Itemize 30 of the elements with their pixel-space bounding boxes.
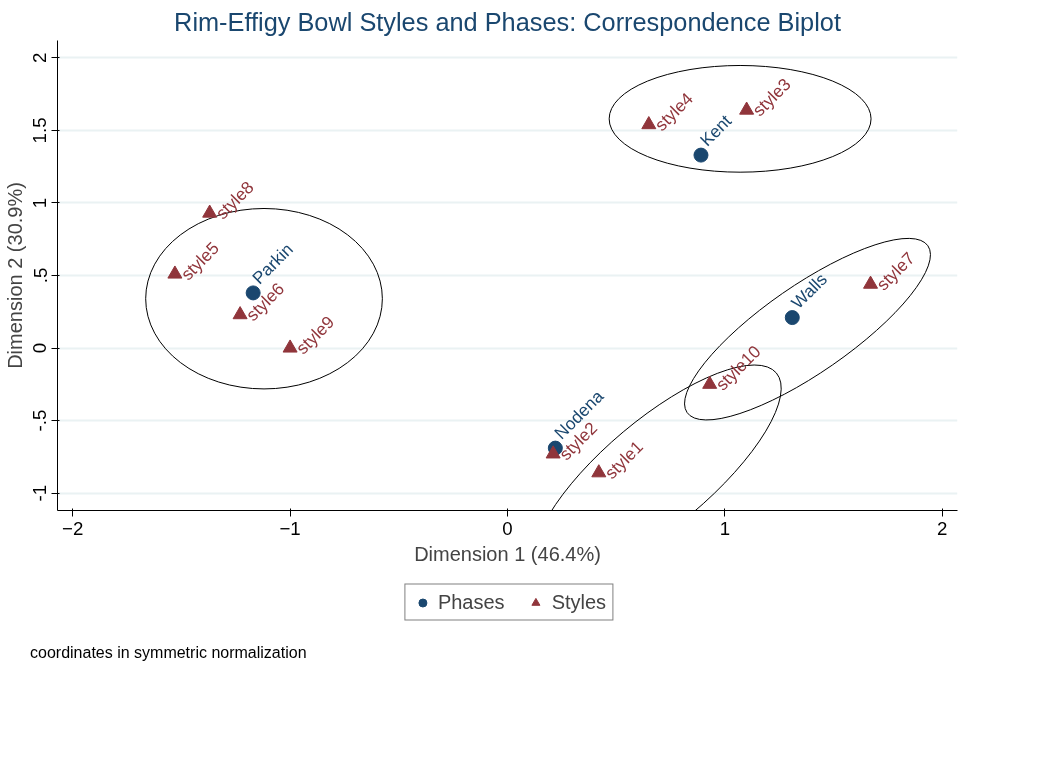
point: [232, 306, 248, 320]
text: coordinates in symmetric normalization: [30, 643, 307, 663]
point: [863, 275, 879, 289]
x-tick-label: −1: [279, 517, 301, 539]
point: [702, 375, 718, 389]
y-tick-label: .5: [29, 267, 51, 284]
point: [784, 310, 800, 326]
legend-label: Phases: [437, 590, 505, 614]
chart-title: Rim-Effigy Bowl Styles and Phases: Correspondence Biplot: [174, 7, 841, 36]
y-axis-title: Dimension 2 (30.9%): [3, 182, 26, 369]
y-tick-label: 1: [29, 197, 51, 209]
point: [282, 339, 298, 353]
x-axis-title: Dimension 1 (46.4%): [414, 542, 601, 565]
x-tick-label: 2: [937, 517, 948, 539]
point: [591, 464, 607, 478]
x-tick-label: 0: [502, 517, 513, 539]
point: [545, 445, 561, 459]
y-tick-label: -1: [29, 484, 51, 502]
point: [641, 116, 657, 130]
point: [202, 204, 218, 218]
y-tick-label: 1.5: [29, 117, 51, 144]
legend-label: Styles: [551, 590, 607, 614]
x-tick-label: −2: [62, 517, 84, 539]
x-tick-label: 1: [719, 517, 731, 539]
point: [739, 101, 755, 115]
y-tick-label: -.5: [29, 409, 51, 432]
y-tick-label: 0: [29, 342, 51, 354]
y-tick-label: 2: [29, 52, 51, 64]
point: [167, 265, 183, 279]
point: [693, 147, 709, 163]
